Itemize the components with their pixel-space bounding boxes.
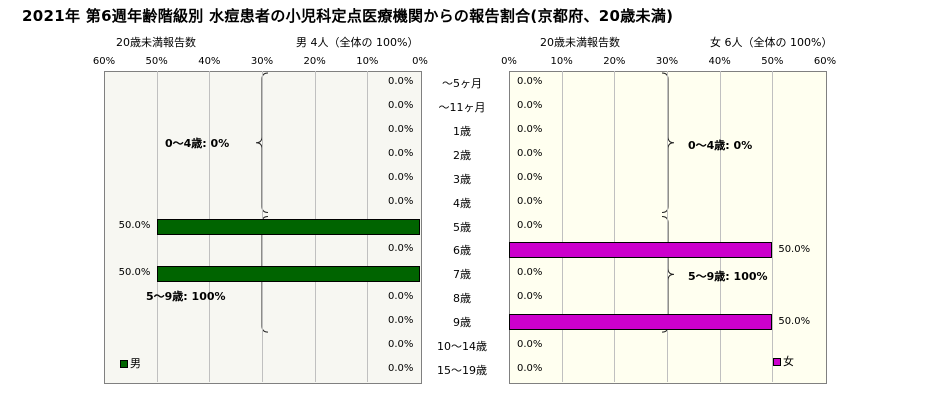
male-value-label: 50.0% [118, 267, 151, 279]
male-axis-tick: 20% [303, 56, 326, 67]
male-value-label: 0.0% [388, 75, 414, 87]
female-bar [509, 314, 773, 331]
female-subtitle-left: 20歳未満報告数 [540, 36, 620, 49]
male-axis-tick: 30% [250, 56, 274, 67]
male-value-label: 0.0% [388, 123, 414, 135]
male-subtitle-right: 男 4人（全体の 100%） [296, 36, 419, 49]
male-legend: 男 [120, 355, 141, 371]
male-annotation: 5～9歳: 100% [146, 290, 226, 304]
category-label: 2歳 [453, 148, 471, 162]
female-value-label: 0.0% [517, 267, 543, 279]
female-value-label: 0.0% [517, 147, 543, 159]
female-axis-tick: 40% [708, 56, 731, 67]
male-axis-tick: 10% [356, 56, 379, 67]
female-value-label: 0.0% [517, 99, 543, 111]
male-legend-label: 男 [130, 357, 141, 370]
category-label: 9歳 [453, 316, 471, 330]
male-subtitle-left: 20歳未満報告数 [116, 36, 196, 49]
female-subtitle-right: 女 6人（全体の 100%） [710, 36, 833, 49]
female-value-label: 0.0% [517, 291, 543, 303]
female-axis-tick: 30% [655, 56, 679, 67]
category-label: ～5ヶ月 [442, 76, 482, 90]
female-axis-tick: 60% [813, 56, 837, 67]
female-value-label: 0.0% [517, 219, 543, 231]
category-label: 1歳 [453, 124, 471, 138]
male-axis-tick: 0% [412, 56, 428, 67]
female-annotation: 0～4歳: 0% [688, 138, 753, 152]
category-label: 3歳 [453, 172, 471, 186]
male-axis-tick: 60% [92, 56, 116, 67]
female-value-label: 0.0% [517, 363, 543, 375]
category-label: 8歳 [453, 292, 471, 306]
female-gridline [772, 71, 774, 382]
female-value-label: 50.0% [778, 316, 811, 328]
male-value-label: 0.0% [388, 243, 414, 255]
female-value-label: 0.0% [517, 171, 543, 183]
female-axis-tick: 10% [550, 56, 573, 67]
category-label: 6歳 [453, 244, 471, 258]
male-value-label: 0.0% [388, 171, 414, 183]
male-value-label: 0.0% [388, 315, 414, 327]
female-annotation: 5～9歳: 100% [688, 270, 768, 284]
female-value-label: 0.0% [517, 123, 543, 135]
male-value-label: 0.0% [388, 363, 414, 375]
male-value-label: 50.0% [118, 219, 151, 231]
category-label: ～11ヶ月 [438, 100, 486, 114]
category-label: 7歳 [453, 268, 471, 282]
female-legend-swatch [773, 358, 781, 366]
category-label: 10～14歳 [437, 340, 487, 354]
male-bar [156, 218, 420, 235]
female-axis-tick: 20% [603, 56, 626, 67]
male-value-label: 0.0% [388, 195, 414, 207]
female-value-label: 0.0% [517, 339, 543, 351]
male-value-label: 0.0% [388, 339, 414, 351]
chart-title: 2021年 第6週年齢階級別 水痘患者の小児科定点医療機関からの報告割合(京都府… [22, 7, 674, 25]
male-value-label: 0.0% [388, 99, 414, 111]
female-value-label: 0.0% [517, 195, 543, 207]
female-gridline [561, 71, 563, 382]
male-axis-tick: 40% [198, 56, 221, 67]
female-bar [509, 242, 773, 259]
female-legend-label: 女 [783, 355, 794, 368]
male-value-label: 0.0% [388, 147, 414, 159]
female-gridline [719, 71, 721, 382]
female-gridline [667, 71, 668, 382]
female-axis-tick: 50% [761, 56, 784, 67]
category-label: 15～19歳 [437, 364, 487, 378]
male-annotation: 0～4歳: 0% [165, 136, 230, 150]
female-legend: 女 [773, 353, 794, 369]
male-bar [156, 266, 420, 283]
category-label: 5歳 [453, 220, 471, 234]
male-legend-swatch [120, 360, 128, 368]
female-value-label: 0.0% [517, 75, 543, 87]
female-gridline [614, 71, 616, 382]
female-plot-area [509, 71, 827, 384]
female-axis-tick: 0% [501, 56, 517, 67]
female-value-label: 50.0% [778, 244, 811, 256]
male-value-label: 0.0% [388, 291, 414, 303]
category-label: 4歳 [453, 196, 471, 210]
male-axis-tick: 50% [145, 56, 168, 67]
